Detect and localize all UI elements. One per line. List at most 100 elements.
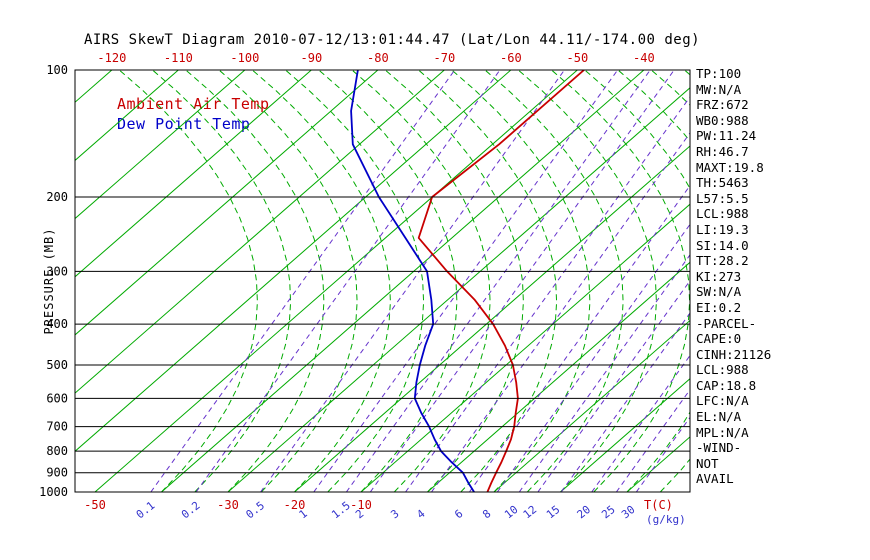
stat-line: CAPE:0 bbox=[696, 331, 742, 347]
moist-adiabat-line bbox=[418, 70, 558, 492]
mixing-ratio-line bbox=[260, 70, 565, 492]
pressure-tick-label: 100 bbox=[46, 63, 68, 77]
isotherm-line bbox=[294, 145, 690, 492]
mixing-ratio-label: 12 bbox=[521, 503, 539, 521]
stat-line: LI:19.3 bbox=[696, 221, 749, 237]
moist-adiabat-line bbox=[351, 70, 491, 492]
isotherm-line bbox=[75, 70, 445, 394]
moist-adiabat-line bbox=[185, 70, 325, 492]
stat-line: EI:0.2 bbox=[696, 299, 742, 315]
top-temp-tick-label: -50 bbox=[567, 51, 589, 65]
isotherm-line bbox=[75, 70, 179, 162]
mixing-ratio-label: 30 bbox=[619, 503, 637, 521]
stat-line: KI:273 bbox=[696, 268, 742, 284]
mixing-ratio-line bbox=[345, 70, 651, 492]
mixing-ratio-label: 8 bbox=[480, 507, 493, 521]
mixing-ratio-label: 3 bbox=[388, 507, 401, 521]
mixing-ratio-line bbox=[150, 70, 456, 492]
mixing-ratio-line bbox=[313, 70, 619, 492]
isotherm-line bbox=[0, 70, 45, 492]
top-temp-tick-label: -60 bbox=[500, 51, 522, 65]
isotherm-line bbox=[227, 87, 690, 492]
stat-line: SW:N/A bbox=[696, 284, 742, 300]
mixing-ratio-label: 6 bbox=[452, 507, 465, 521]
moist-adiabat-line bbox=[318, 70, 458, 492]
dew-point-curve bbox=[350, 70, 475, 492]
stat-line: TT:28.2 bbox=[696, 253, 749, 269]
top-temp-tick-label: -110 bbox=[164, 51, 193, 65]
air-temp-curve bbox=[417, 70, 585, 492]
bottom-temp-tick-label: -30 bbox=[217, 498, 239, 512]
stat-line: AVAIL bbox=[696, 471, 734, 487]
moist-adiabat-line bbox=[451, 70, 591, 492]
stat-line: CINH:21126 bbox=[696, 346, 772, 362]
mixing-ratio-label: 1 bbox=[297, 507, 310, 521]
bottom-temp-tick-label: -10 bbox=[350, 498, 372, 512]
mixing-ratio-label: 0.5 bbox=[243, 499, 267, 521]
stat-line: -WIND- bbox=[696, 440, 742, 456]
stat-line: L57:5.5 bbox=[696, 190, 749, 206]
isotherm-line bbox=[75, 70, 512, 452]
mixing-ratio-label: 0.1 bbox=[134, 499, 158, 521]
mixing-ratio-label: 15 bbox=[544, 503, 562, 521]
stat-line: TH:5463 bbox=[696, 175, 749, 191]
stats-panel: TP:100 MW:N/A FRZ:672 WB0:988 PW:11.24 RH:46.… bbox=[696, 66, 868, 487]
y-axis-label: PRESSURE (MB) bbox=[42, 228, 56, 335]
bottom-temp-tick-label: -50 bbox=[84, 498, 106, 512]
isotherm-line bbox=[94, 70, 578, 492]
moist-adiabat-line bbox=[517, 70, 657, 492]
stat-line: LFC:N/A bbox=[696, 393, 749, 409]
moist-adiabat-line bbox=[584, 70, 690, 492]
isotherm-line bbox=[75, 70, 379, 336]
temp-unit-label: T(C) bbox=[644, 498, 673, 512]
isotherm-line bbox=[427, 261, 690, 492]
mixing-ratio-label: 0.2 bbox=[179, 499, 203, 521]
isotherm-line bbox=[360, 203, 690, 492]
top-temp-tick-label: -70 bbox=[434, 51, 456, 65]
mixing-ratio-label: 20 bbox=[575, 503, 593, 521]
moist-adiabat-line bbox=[551, 70, 690, 492]
mixing-ratio-line bbox=[195, 70, 501, 492]
pressure-tick-label: 300 bbox=[46, 264, 68, 278]
top-temp-tick-label: -120 bbox=[97, 51, 126, 65]
pressure-tick-label: 800 bbox=[46, 444, 68, 458]
top-temp-tick-label: -40 bbox=[633, 51, 655, 65]
pressure-tick-label: 700 bbox=[46, 420, 68, 434]
stat-line: MAXT:19.8 bbox=[696, 159, 764, 175]
moist-adiabat-line bbox=[118, 70, 258, 492]
plot-border bbox=[74, 69, 691, 493]
stat-line: LCL:988 bbox=[696, 362, 749, 378]
top-temp-tick-label: -90 bbox=[301, 51, 323, 65]
stat-line: TP:100 bbox=[696, 66, 742, 81]
isotherm-line bbox=[75, 70, 312, 278]
pressure-tick-label: 200 bbox=[46, 190, 68, 204]
top-temp-tick-label: -100 bbox=[230, 51, 259, 65]
plot-gridlines bbox=[0, 70, 690, 492]
moist-adiabat-line bbox=[218, 70, 358, 492]
stat-line: EL:N/A bbox=[696, 409, 742, 425]
isotherm-line bbox=[560, 378, 690, 492]
pressure-tick-label: 500 bbox=[46, 358, 68, 372]
mixing-ratio-line bbox=[405, 96, 690, 492]
mixing-ratio-label: 25 bbox=[599, 503, 617, 521]
stat-line: -PARCEL- bbox=[696, 315, 757, 331]
mixing-unit-label: (g/kg) bbox=[646, 513, 686, 526]
stat-line: MW:N/A bbox=[696, 81, 742, 97]
pressure-tick-label: 600 bbox=[46, 391, 68, 405]
moist-adiabat-line bbox=[251, 70, 391, 492]
moist-adiabat-line bbox=[285, 70, 425, 492]
mixing-ratio-label: 10 bbox=[502, 503, 520, 521]
stat-line: RH:46.7 bbox=[696, 143, 749, 159]
page-title: AIRS SkewT Diagram 2010-07-12/13:01:44.4… bbox=[84, 32, 701, 48]
stat-line: MPL:N/A bbox=[696, 424, 749, 440]
stat-line: LCL:988 bbox=[696, 206, 749, 222]
top-temp-tick-label: -80 bbox=[367, 51, 389, 65]
bottom-temp-tick-label: -20 bbox=[284, 498, 306, 512]
stat-line: CAP:18.8 bbox=[696, 377, 757, 393]
mixing-ratio-line bbox=[431, 132, 690, 492]
isotherm-line bbox=[75, 70, 246, 220]
legend-air-temp-label: Ambient Air Temp bbox=[117, 95, 270, 113]
stat-line: PW:11.24 bbox=[696, 128, 757, 144]
